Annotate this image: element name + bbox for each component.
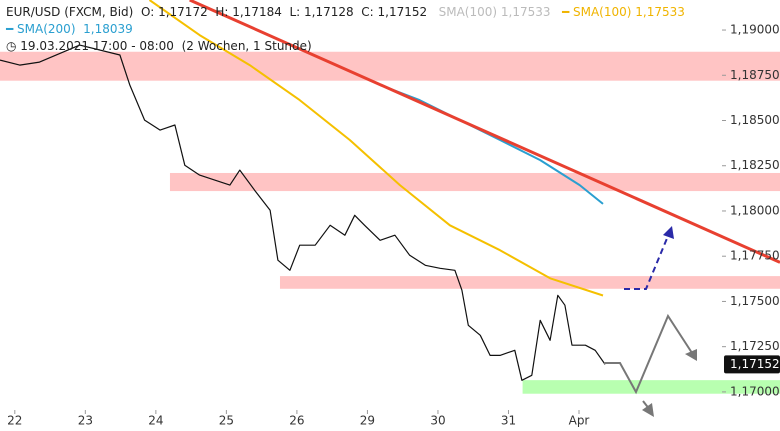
legend-label: SMA(100) [573,5,632,19]
y-tick-label: 1,18750 [730,68,780,82]
zone [0,51,780,81]
y-tick-label: 1,18500 [730,113,780,127]
x-tick-label: 25 [219,414,234,428]
zone [279,276,780,289]
x-tick-label: 22 [7,414,22,428]
series-line [148,0,604,297]
x-tick-label: 30 [430,414,445,428]
legend-entry: ━ SMA(200) 1,18039 [6,22,133,36]
legend-value: 1,17533 [500,5,551,19]
symbol: EUR/USD (FXCM, Bid) [6,5,134,19]
last-price-label: 1,17152 [730,357,780,371]
y-tick-label: 1,17250 [730,339,780,353]
legend-label: SMA(100) [438,5,498,19]
x-tick-label: 24 [148,414,163,428]
y-tick-label: 1,17500 [730,294,780,308]
last-price-tag [724,355,780,374]
x-tick-label: 26 [289,414,304,428]
projection-arrows [604,226,697,417]
x-tick-label: 29 [360,414,375,428]
y-tick-label: 1,17750 [730,249,780,263]
y-tick-label: 1,17000 [730,384,780,398]
header-row: EUR/USD (FXCM, Bid) O: 1,17172 H: 1,1718… [6,4,685,21]
zone [522,380,780,394]
x-tick-label: 23 [78,414,93,428]
series-line [0,44,606,381]
x-tick-label: Apr [569,414,590,428]
legend-entry: ━ SMA(100) 1,17533 [561,5,685,19]
period: 19.03.2021 17:00 - 08:00 [20,39,174,53]
legend-header: EUR/USD (FXCM, Bid) O: 1,17172 H: 1,1718… [6,4,685,55]
y-tick-label: 1,18250 [730,158,780,172]
legend-entry: SMA(100) 1,17533 [439,5,551,19]
legend-value: 1,17533 [635,5,685,19]
period-row: ◷ 19.03.2021 17:00 - 08:00 (2 Wochen, 1 … [6,39,312,53]
y-tick-label: 1,19000 [730,23,780,37]
y-tick-label: 1,18000 [730,203,780,217]
series-line [379,84,604,205]
legend-value: 1,18039 [83,22,133,36]
span: (2 Wochen, 1 Stunde) [181,39,312,53]
x-tick-label: 31 [501,414,516,428]
series-line [189,0,780,264]
zone [169,172,780,192]
ohlc: O: 1,17172 H: 1,17184 L: 1,17128 C: 1,17… [141,5,428,19]
legend-label: SMA(200) [17,22,76,36]
